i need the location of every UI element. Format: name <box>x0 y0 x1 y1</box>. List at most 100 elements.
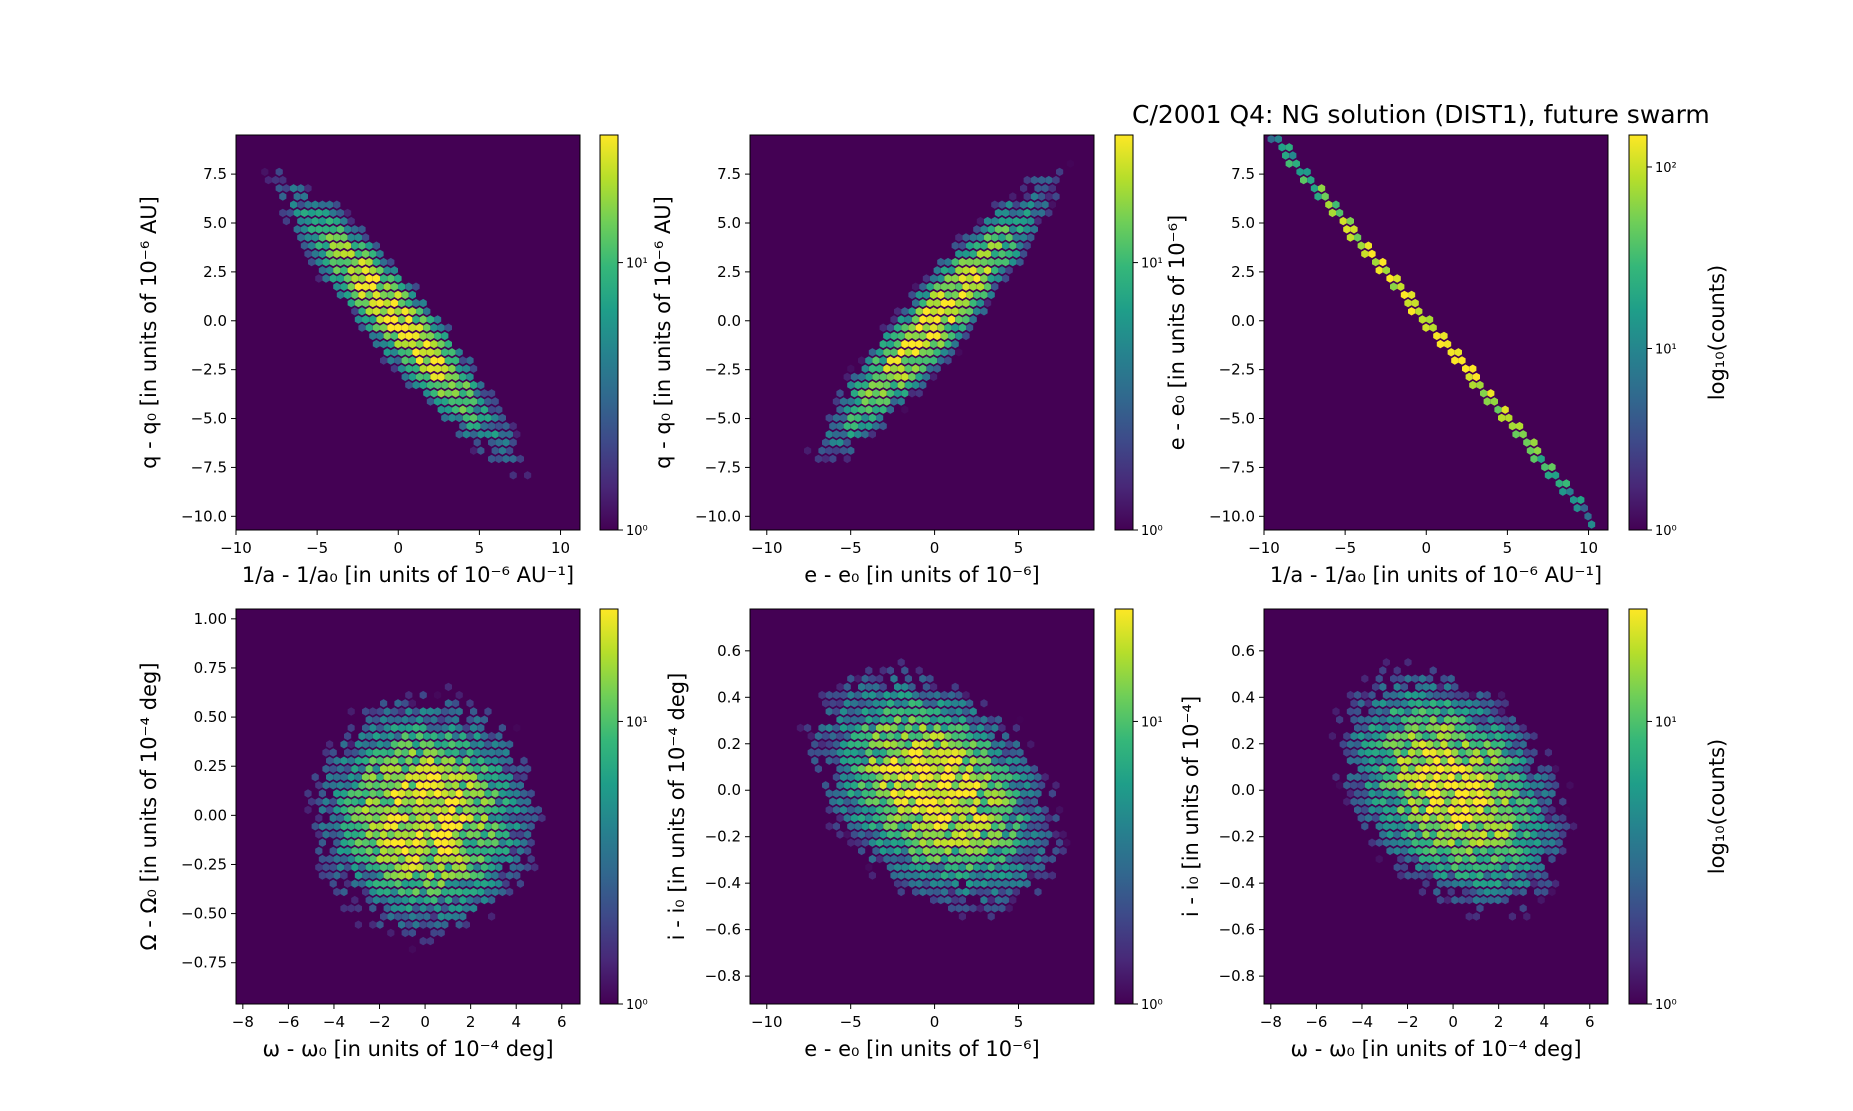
hexbin-cell <box>930 781 938 790</box>
colorbar-tick-label: 10¹ <box>1141 715 1163 730</box>
hexbin-cell <box>1469 838 1477 847</box>
hexbin-cell <box>362 707 370 716</box>
hexbin-cell <box>987 912 995 921</box>
hexbin-cell <box>1444 830 1452 839</box>
hexbin-cell <box>1490 854 1498 864</box>
hexbin-cell <box>1447 871 1455 880</box>
hexbin-cell <box>1537 846 1545 856</box>
hexbin-cell <box>430 813 438 823</box>
hexbin-cell <box>1382 658 1390 667</box>
hexbin-cell <box>1386 699 1394 708</box>
hexbin-cell <box>814 748 822 757</box>
hexbin-cell <box>951 715 959 724</box>
hexbin-cell <box>883 740 891 749</box>
hexbin-cell <box>919 740 927 749</box>
hexbin-cell <box>1433 805 1441 815</box>
hexbin-cell <box>894 307 902 316</box>
hexbin-cell <box>1472 715 1480 724</box>
hexbin-cell <box>1361 805 1369 815</box>
hexbin-cell <box>926 674 934 683</box>
hexbin-cell <box>904 789 912 798</box>
hexbin-cell <box>376 331 384 341</box>
hexbin-cell <box>868 822 876 831</box>
hexbin-cell <box>951 813 959 823</box>
hexbin-cell <box>1429 830 1437 839</box>
hexbin-cell <box>894 764 902 774</box>
hexbin-cell <box>444 846 452 856</box>
hexbin-cell <box>897 380 905 390</box>
hexbin-cell <box>901 863 909 872</box>
hexbin-cell <box>919 854 927 864</box>
hexbin-cell <box>890 690 898 700</box>
y-tick-label: −0.75 <box>181 954 227 972</box>
hexbin-cell <box>358 879 366 888</box>
hexbin-cell <box>886 764 894 774</box>
hexbin-cell <box>836 830 844 839</box>
hexbin-cell <box>904 854 912 864</box>
hexbin-cell <box>362 789 370 798</box>
hexbin-cell <box>1375 805 1383 815</box>
hexbin-cell <box>1458 863 1466 872</box>
hexbin-cell <box>466 797 474 806</box>
y-tick-label: −0.4 <box>1219 874 1255 892</box>
hexbin-cell <box>426 348 434 357</box>
hexbin-cell <box>509 830 517 839</box>
hexbin-cell <box>426 904 434 913</box>
hexbin-cell <box>876 707 884 716</box>
hexbin-cell <box>340 282 348 291</box>
colorbar-tick-label: 10⁰ <box>626 524 648 539</box>
hexbin-cell <box>452 699 460 708</box>
hexbin-cell <box>944 699 952 708</box>
hexbin-cell <box>1548 462 1556 472</box>
hexbin-cell <box>868 430 876 439</box>
hexbin-cell <box>922 323 930 332</box>
hexbin-cell <box>1411 838 1419 847</box>
hexbin-cell <box>1534 887 1542 897</box>
hexbin-cell <box>1494 863 1502 872</box>
hexbin-cell <box>524 764 532 774</box>
hexbin-cell <box>951 339 959 349</box>
hexbin-cell <box>347 723 355 733</box>
hexbin-cell <box>1404 740 1412 749</box>
hexbin-cell <box>890 348 898 357</box>
hexbin-cell <box>1483 887 1491 897</box>
hexbin-cell <box>915 389 923 398</box>
hexbin-cell <box>980 241 988 250</box>
hexbin-cell <box>408 846 416 856</box>
hexbin-cell <box>908 290 916 300</box>
hexbin-cell <box>369 249 377 259</box>
hexbin-cell <box>1451 863 1459 872</box>
hexbin-cell <box>897 348 905 357</box>
hexbin-cell <box>1577 495 1585 505</box>
hexbin-cell <box>840 690 848 700</box>
hexbin-cell <box>326 233 334 242</box>
hexbin-cell <box>1328 208 1336 218</box>
hexbin-cell <box>351 225 359 234</box>
hexbin-cell <box>390 707 398 716</box>
hexbin-cell <box>426 756 434 765</box>
hexbin-cell <box>333 772 341 782</box>
x-tick-label: 5 <box>1503 539 1513 557</box>
hexbin-cell <box>854 772 862 782</box>
hexbin-cell <box>408 945 416 954</box>
hexbin-cell <box>822 731 830 741</box>
hexbin-cell <box>1404 690 1412 700</box>
hexbin-cell <box>444 323 452 332</box>
hexbin-cell <box>836 682 844 692</box>
hexbin-cell <box>509 438 517 447</box>
hexbin-cell <box>394 863 402 872</box>
hexbin-cell <box>1508 863 1516 872</box>
hexbin-cell <box>1303 167 1311 177</box>
hexbin-cell <box>861 805 869 815</box>
hexbin-cell <box>387 290 395 300</box>
hexbin-cell <box>951 781 959 790</box>
hexbin-cell <box>401 748 409 757</box>
y-tick-label: 7.5 <box>1231 165 1255 183</box>
hexbin-cell <box>876 413 884 423</box>
hexbin-cell <box>498 772 506 782</box>
hexbin-cell <box>408 731 416 741</box>
hexbin-cell <box>434 822 442 831</box>
hexbin-cell <box>966 797 974 806</box>
hexbin-cell <box>976 266 984 275</box>
hexbin-cell <box>1009 764 1017 774</box>
